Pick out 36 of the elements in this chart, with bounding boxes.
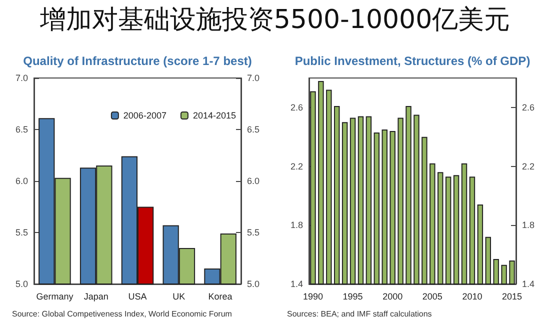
text: 增加对基础设施投资5500-10000亿美元 (38, 4, 512, 37)
x-tick-label: 1990 (302, 292, 323, 302)
y-tick-label: 2.2 (290, 161, 303, 172)
y2-tick-label: 1.8 (522, 220, 535, 230)
y-tick-label: 1.8 (290, 220, 303, 230)
source-note: Sources: BEA; and IMF staff calculations (287, 310, 432, 318)
y2-tick-label: 6.0 (247, 176, 260, 186)
x-tick-label: 2015 (502, 292, 522, 302)
y2-tick-label: 6.5 (247, 124, 260, 134)
x-tick-label: 2005 (422, 292, 442, 302)
x-tick-label: Japan (84, 292, 108, 302)
x-tick-label: USA (128, 292, 147, 302)
source-note: Source: Global Competiveness Index, World Economic Forum (12, 310, 232, 318)
x-tick-label: 2000 (382, 292, 403, 302)
x-tick-label: UK (172, 292, 186, 302)
y2-tick-label: 7.0 (247, 73, 260, 83)
x-tick-label: Germany (36, 292, 74, 302)
legend-label: 2006-2007 (123, 110, 166, 120)
y-tick-label: 5.0 (15, 279, 28, 289)
y2-tick-label: 5.5 (247, 228, 260, 238)
y-tick-label: 6.5 (15, 124, 28, 134)
y2-tick-label: 5.0 (247, 279, 260, 289)
y-tick-label: 5.5 (15, 228, 28, 238)
y2-tick-label: 2.2 (522, 161, 535, 172)
x-tick-label: Korea (208, 292, 232, 302)
y-tick-label: 1.4 (290, 279, 303, 289)
chart-title: Quality of Infrastructure (score 1-7 best) (23, 54, 252, 68)
chart-title: Public Investment, Structures (% of GDP) (294, 54, 530, 68)
y2-tick-label: 1.4 (522, 279, 535, 289)
x-tick-label: 2010 (462, 292, 482, 302)
y-tick-label: 6.0 (15, 176, 28, 186)
legend-label: 2014-2015 (192, 110, 236, 120)
y-tick-label: 2.6 (290, 102, 303, 112)
y2-tick-label: 2.6 (522, 102, 535, 112)
y-tick-label: 7.0 (15, 73, 28, 83)
x-tick-label: 1995 (342, 292, 363, 302)
